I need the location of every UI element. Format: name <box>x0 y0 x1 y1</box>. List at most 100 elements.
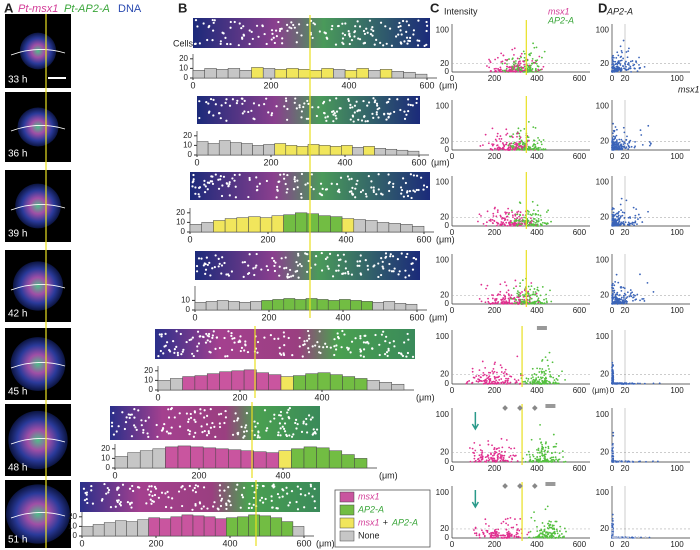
nucleus <box>366 264 369 267</box>
x-tick-label: 0 <box>610 74 615 83</box>
histogram-bar <box>114 456 128 469</box>
nucleus <box>194 420 197 423</box>
scatter-dot <box>613 284 616 287</box>
scatter-dot <box>524 460 527 463</box>
scatter-dot <box>547 460 550 463</box>
scatter-dot <box>527 378 530 380</box>
histogram-bar <box>81 526 94 537</box>
nucleus <box>278 422 282 425</box>
nucleus <box>274 261 277 264</box>
scatter-dot <box>523 289 526 292</box>
nucleus <box>311 106 314 109</box>
histogram-bar <box>157 380 171 391</box>
scatter-dot <box>544 442 547 445</box>
scatter-dot <box>517 379 520 382</box>
nucleus <box>125 416 128 419</box>
histogram-bar <box>342 376 356 391</box>
nucleus <box>117 499 120 502</box>
nucleus <box>370 180 373 183</box>
scatter-dot <box>615 273 618 276</box>
scatter-dot <box>533 300 536 303</box>
histogram-bar <box>305 298 318 311</box>
nucleus <box>337 258 341 262</box>
scatter-dot <box>503 536 506 539</box>
nucleus <box>305 431 309 434</box>
nucleus <box>257 104 261 107</box>
x-tick-label: 0 <box>610 228 615 237</box>
nucleus <box>291 274 295 277</box>
histogram-bar <box>292 526 305 537</box>
nucleus <box>305 423 308 426</box>
scatter-dot <box>538 381 540 384</box>
scatter-dot <box>621 51 623 54</box>
panel-letter: B <box>178 0 187 15</box>
embryo-midline <box>10 362 66 369</box>
scatter-dot <box>558 375 560 377</box>
scatter-dot <box>473 441 476 444</box>
scatter-dot <box>485 224 488 227</box>
nucleus <box>403 40 406 43</box>
nucleus <box>257 35 260 38</box>
scatter-dot <box>510 145 513 147</box>
scatter-dot <box>469 460 472 463</box>
marker <box>502 483 508 489</box>
nucleus <box>306 99 309 103</box>
scatter-dot <box>471 447 474 450</box>
scatter-dot <box>508 65 511 68</box>
scatter-dot <box>634 298 637 301</box>
x-tick-label: 400 <box>530 540 544 549</box>
nucleus <box>354 187 357 190</box>
nucleus <box>303 340 306 343</box>
scatter-dot <box>540 148 543 151</box>
nucleus <box>285 433 288 436</box>
scatter-dot <box>529 381 532 383</box>
nucleus <box>275 105 278 108</box>
nucleus <box>215 336 219 339</box>
scatter-dot <box>540 140 543 143</box>
nucleus <box>261 501 265 504</box>
scatter-dot <box>612 455 615 458</box>
scatter-dot <box>625 139 628 141</box>
nucleus <box>188 432 191 436</box>
scatter-dot <box>523 52 526 55</box>
nucleus <box>121 483 125 486</box>
scatter-dot <box>621 214 624 217</box>
scatter-dot <box>539 460 542 463</box>
scatter-dot <box>612 215 615 218</box>
scatter-dot <box>488 379 491 382</box>
nucleus <box>295 107 298 110</box>
scatter-dot <box>537 225 540 227</box>
nucleus <box>130 435 134 438</box>
nucleus <box>130 501 133 504</box>
nucleus <box>384 340 387 343</box>
nucleus <box>196 485 200 488</box>
nucleus <box>299 487 302 491</box>
scatter-dot <box>505 377 507 380</box>
x-tick-label: 600 <box>419 80 434 90</box>
scatter-dot <box>510 526 513 529</box>
scatter-dot <box>544 356 547 359</box>
nucleus <box>253 491 256 494</box>
nucleus <box>407 24 411 27</box>
scatter-dot <box>523 221 525 223</box>
y-tick-label: 20 <box>600 290 609 299</box>
scatter-dot <box>533 380 536 383</box>
nucleus <box>213 19 216 22</box>
scatter-dot <box>530 285 533 288</box>
scatter-dot <box>511 65 514 68</box>
nucleus <box>236 419 239 422</box>
scatter-dot <box>611 282 614 285</box>
marker <box>502 405 508 411</box>
scatter-dot <box>502 534 505 537</box>
nucleus <box>140 424 143 427</box>
histogram-bar <box>206 373 220 391</box>
nucleus <box>202 264 205 267</box>
nucleus <box>365 27 368 30</box>
scatter-dot <box>503 371 506 373</box>
scatter-dot <box>523 301 526 304</box>
nucleus <box>185 340 188 344</box>
scatter-dot <box>517 145 520 148</box>
scatter-dot <box>502 520 505 523</box>
scatter-dot <box>611 363 614 366</box>
scatter-dot <box>629 60 632 63</box>
